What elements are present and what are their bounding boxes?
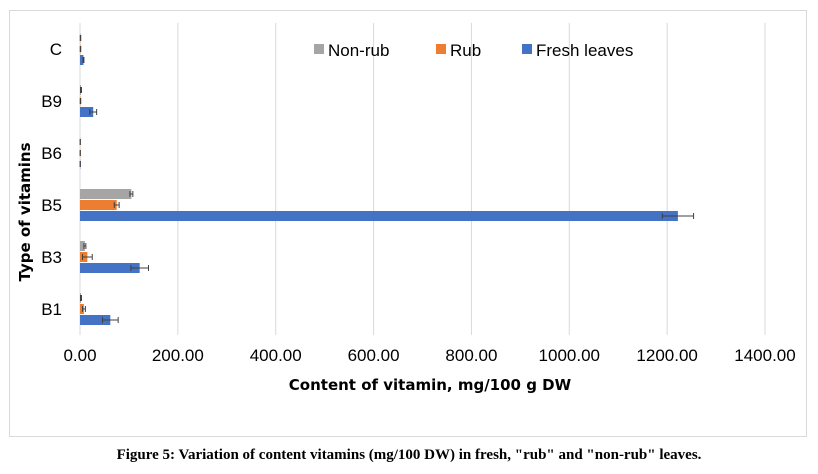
category-label-c: C xyxy=(50,40,62,59)
x-tick-label: 800.00 xyxy=(445,346,497,365)
chart-area xyxy=(9,10,807,437)
x-tick-labels: 0.00 200.00 400.00 600.00 800.00 1000.00 1200.… xyxy=(63,346,795,365)
bars xyxy=(79,33,695,325)
figure-caption: Figure 5: Variation of content vitamins … xyxy=(116,447,702,463)
legend-swatch xyxy=(436,44,446,54)
legend-swatch xyxy=(522,44,532,54)
legend-swatch xyxy=(314,44,324,54)
legend-label: Rub xyxy=(450,41,481,60)
x-tick-label: 0.00 xyxy=(63,346,96,365)
bar-fresh-leaves-b5 xyxy=(80,211,678,221)
bar-non-rub-b3 xyxy=(80,241,85,251)
x-tick-label: 400.00 xyxy=(250,346,302,365)
category-label-b3: B3 xyxy=(41,248,62,267)
category-label-b9: B9 xyxy=(41,92,62,111)
y-axis-title: Type of vitamins xyxy=(16,142,34,281)
category-label-b1: B1 xyxy=(41,300,62,319)
bar-fresh-leaves-c xyxy=(80,55,84,65)
legend-label: Non-rub xyxy=(328,41,389,60)
x-tick-label: 200.00 xyxy=(152,346,204,365)
bar-fresh-leaves-b9 xyxy=(80,107,94,117)
legend: Non-rub Rub Fresh leaves xyxy=(314,41,633,60)
category-label-b6: B6 xyxy=(41,144,62,163)
legend-label: Fresh leaves xyxy=(536,41,633,60)
grid xyxy=(79,23,766,335)
bar-fresh-leaves-b3 xyxy=(80,263,140,273)
category-label-b5: B5 xyxy=(41,196,62,215)
x-tick-label: 1200.00 xyxy=(636,346,697,365)
bar-non-rub-b5 xyxy=(80,189,132,199)
x-tick-label: 1400.00 xyxy=(734,346,795,365)
x-tick-label: 1000.00 xyxy=(539,346,600,365)
category-labels: B1 B3 B5 B6 B9 C xyxy=(41,40,62,319)
bar-rub-b5 xyxy=(80,200,117,210)
x-axis-title: Content of vitamin, mg/100 g DW xyxy=(289,376,572,394)
bar-fresh-leaves-b1 xyxy=(80,315,111,325)
x-tick-label: 600.00 xyxy=(348,346,400,365)
